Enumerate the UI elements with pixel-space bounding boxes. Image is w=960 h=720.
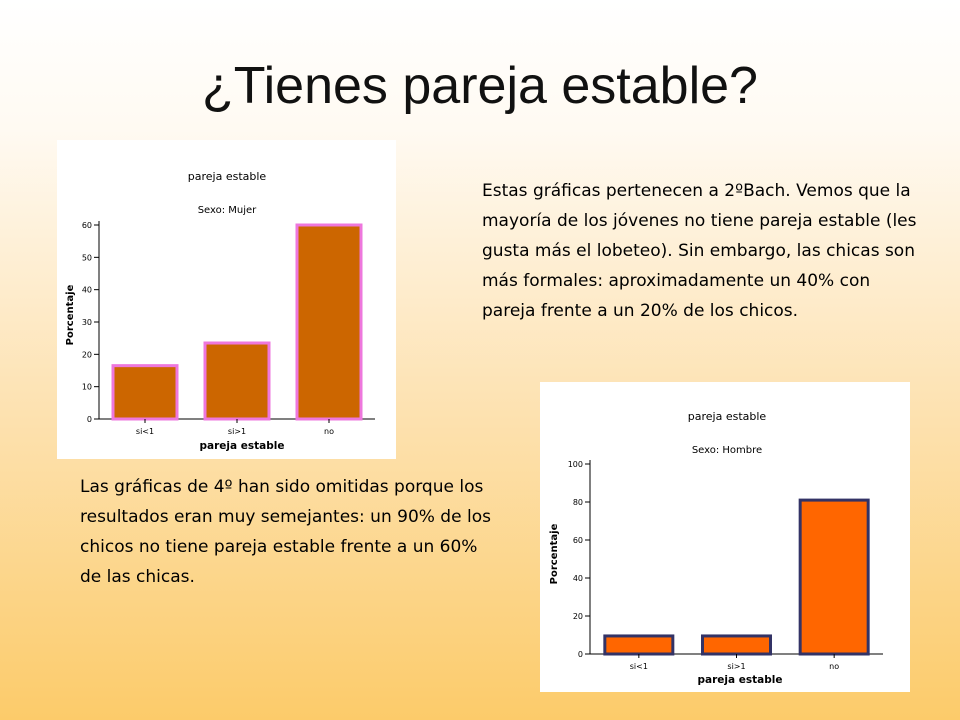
- y-tick-label: 30: [82, 318, 92, 327]
- x-tick-label: no: [829, 662, 839, 671]
- y-tick-label: 40: [573, 574, 583, 583]
- y-tick-label: 100: [568, 460, 583, 469]
- description-paragraph-bach: Estas gráficas pertenecen a 2ºBach. Vemo…: [482, 181, 917, 321]
- chart-mujer-svg: pareja estable Sexo: Mujer pareja establ…: [65, 170, 375, 452]
- chart-title: pareja estable: [188, 170, 267, 183]
- chart-subtitle: Sexo: Hombre: [692, 445, 762, 456]
- bar-si<1: [603, 634, 675, 656]
- y-tick-label: 40: [82, 286, 92, 295]
- x-tick-label: si<1: [136, 427, 154, 436]
- bar-si>1: [701, 634, 772, 656]
- bar-no: [295, 223, 363, 421]
- chart-title: pareja estable: [688, 410, 767, 423]
- y-axis-label: Porcentaje: [65, 284, 76, 345]
- bar-si>1: [203, 341, 271, 421]
- y-tick-label: 0: [578, 650, 583, 659]
- y-tick-label: 20: [82, 350, 92, 359]
- x-tick-label: no: [324, 427, 334, 436]
- y-tick-label: 80: [573, 498, 583, 507]
- y-axis-label: Porcentaje: [549, 523, 560, 584]
- chart-hombre: pareja estable Sexo: Hombre pareja estab…: [540, 382, 910, 692]
- x-axis-label: pareja estable: [698, 674, 783, 686]
- chart-mujer: pareja estable Sexo: Mujer pareja establ…: [57, 140, 396, 459]
- bar-si<1: [111, 364, 179, 421]
- chart-subtitle: Sexo: Mujer: [198, 205, 257, 216]
- bar-no: [798, 498, 870, 656]
- x-axis-label: pareja estable: [200, 440, 285, 452]
- y-tick-label: 50: [82, 253, 92, 262]
- y-tick-label: 60: [573, 536, 583, 545]
- y-tick-label: 10: [82, 383, 92, 392]
- chart-hombre-svg: pareja estable Sexo: Hombre pareja estab…: [549, 410, 883, 686]
- x-tick-label: si>1: [228, 427, 246, 436]
- y-tick-label: 20: [573, 612, 583, 621]
- x-tick-label: si<1: [630, 662, 648, 671]
- x-tick-label: si>1: [727, 662, 745, 671]
- description-paragraph-4eso: Las gráficas de 4º han sido omitidas por…: [80, 477, 491, 587]
- y-tick-label: 60: [82, 221, 92, 230]
- slide-title: ¿Tienes pareja estable?: [202, 57, 758, 115]
- y-tick-label: 0: [87, 415, 92, 424]
